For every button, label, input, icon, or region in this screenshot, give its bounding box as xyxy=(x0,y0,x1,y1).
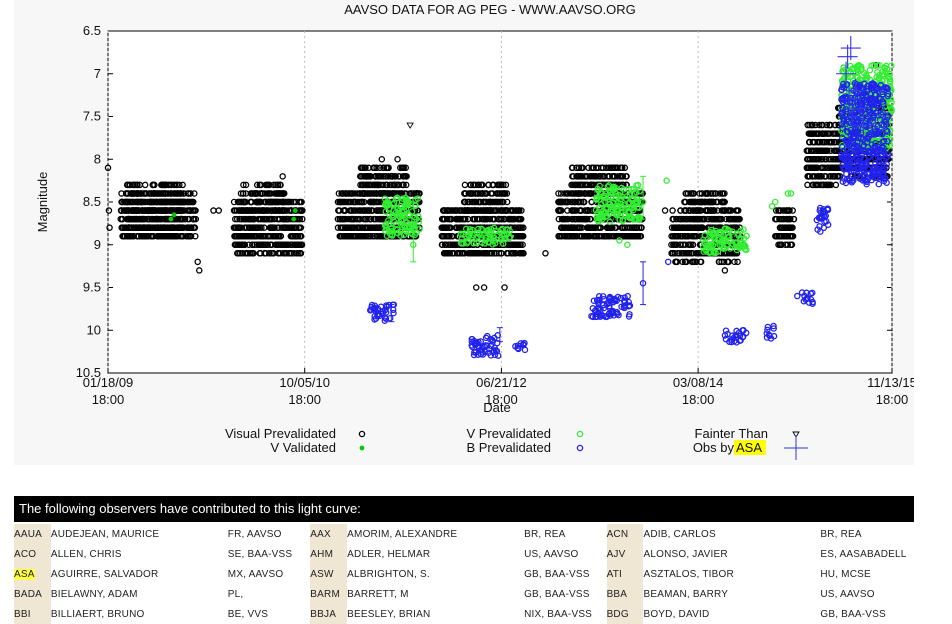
x-axis-label: Date xyxy=(483,400,510,415)
y-tick-label: 6.5 xyxy=(83,23,101,38)
v-validated-point xyxy=(291,217,296,222)
y-tick-label: 9 xyxy=(94,237,101,252)
y-tick-label: 7 xyxy=(94,66,101,81)
x-tick-label: 11/13/15 xyxy=(867,375,914,390)
v-validated-point xyxy=(169,217,174,222)
y-axis-label: Magnitude xyxy=(35,172,50,233)
y-tick-label: 9.5 xyxy=(83,280,101,295)
x-tick-label: 01/18/09 xyxy=(83,375,134,390)
light-curve-panel: AAVSO DATA FOR AG PEG - WWW.AAVSO.ORG 6.5… xyxy=(14,0,914,465)
x-tick-label: 18:00 xyxy=(92,392,125,407)
y-tick-label: 7.5 xyxy=(83,109,101,124)
v-validated-point xyxy=(293,208,298,213)
x-tick-label: 18:00 xyxy=(876,392,909,407)
x-tick-label: 03/08/14 xyxy=(673,375,724,390)
x-tick-label: 18:00 xyxy=(288,392,321,407)
x-tick-label: 06/21/12 xyxy=(476,375,527,390)
y-tick-label: 10 xyxy=(87,322,101,337)
x-tick-label: 10/05/10 xyxy=(279,375,330,390)
y-tick-label: 8 xyxy=(94,151,101,166)
light-curve-chart: AAVSO DATA FOR AG PEG - WWW.AAVSO.ORG 6.5… xyxy=(14,0,914,465)
x-tick-label: 18:00 xyxy=(682,392,715,407)
y-tick-label: 8.5 xyxy=(83,194,101,209)
chart-title: AAVSO DATA FOR AG PEG - WWW.AAVSO.ORG xyxy=(344,2,636,17)
v-validated-point xyxy=(172,212,177,217)
